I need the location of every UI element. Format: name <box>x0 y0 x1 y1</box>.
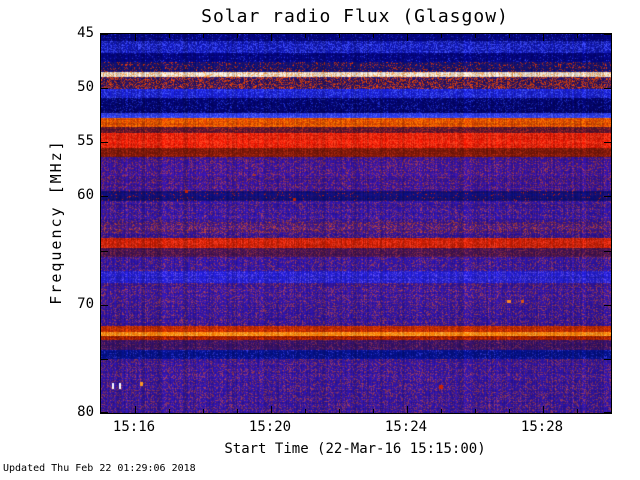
axis-tick <box>509 34 510 38</box>
y-tick-label: 45 <box>77 25 94 41</box>
y-tick-label: 55 <box>77 133 94 149</box>
y-tick-label: 80 <box>77 404 94 420</box>
axis-tick <box>271 34 272 41</box>
axis-tick <box>203 34 204 38</box>
axis-tick <box>339 34 340 38</box>
x-tick-label: 15:20 <box>248 419 292 435</box>
x-tick-label: 15:24 <box>384 419 428 435</box>
plot-area <box>100 33 612 414</box>
axis-tick <box>305 409 306 413</box>
x-axis-label: Start Time (22-Mar-16 15:15:00) <box>224 441 486 457</box>
axis-tick <box>604 142 611 143</box>
x-tick-label: 15:16 <box>112 419 156 435</box>
axis-tick <box>373 409 374 413</box>
axis-tick <box>169 409 170 413</box>
axis-tick <box>604 34 611 35</box>
axis-tick <box>577 34 578 38</box>
axis-tick <box>101 34 108 35</box>
axis-tick <box>169 34 170 38</box>
axis-tick <box>441 409 442 413</box>
axis-tick <box>101 359 108 360</box>
y-tick-label: 60 <box>77 187 94 203</box>
axis-tick <box>203 409 204 413</box>
axis-tick <box>101 88 108 89</box>
axis-tick <box>101 251 108 252</box>
axis-tick <box>271 406 272 413</box>
axis-tick <box>475 34 476 38</box>
axis-tick <box>604 412 611 413</box>
axis-tick <box>407 406 408 413</box>
chart-title: Solar radio Flux (Glasgow) <box>201 6 509 27</box>
axis-tick <box>373 34 374 38</box>
axis-tick <box>604 251 611 252</box>
axis-tick <box>509 409 510 413</box>
y-tick-label: 70 <box>77 296 94 312</box>
axis-tick <box>577 409 578 413</box>
axis-tick <box>101 412 108 413</box>
axis-tick <box>475 409 476 413</box>
axis-tick <box>543 34 544 41</box>
axis-tick <box>237 409 238 413</box>
axis-tick <box>101 142 108 143</box>
update-timestamp: Updated Thu Feb 22 01:29:06 2018 <box>3 463 196 474</box>
axis-tick <box>135 406 136 413</box>
axis-tick <box>604 88 611 89</box>
axis-tick <box>604 196 611 197</box>
axis-tick <box>604 359 611 360</box>
axis-tick <box>237 34 238 38</box>
axis-tick <box>441 34 442 38</box>
axis-tick <box>407 34 408 41</box>
axis-tick <box>339 409 340 413</box>
axis-tick <box>604 305 611 306</box>
axis-tick <box>135 34 136 41</box>
x-tick-label: 15:28 <box>520 419 564 435</box>
axis-tick <box>101 305 108 306</box>
spectrogram-canvas <box>101 34 611 413</box>
axis-tick <box>305 34 306 38</box>
axis-tick <box>101 196 108 197</box>
axis-tick <box>543 406 544 413</box>
y-tick-label: 50 <box>77 79 94 95</box>
y-axis-label: Frequency [MHz] <box>47 139 65 305</box>
